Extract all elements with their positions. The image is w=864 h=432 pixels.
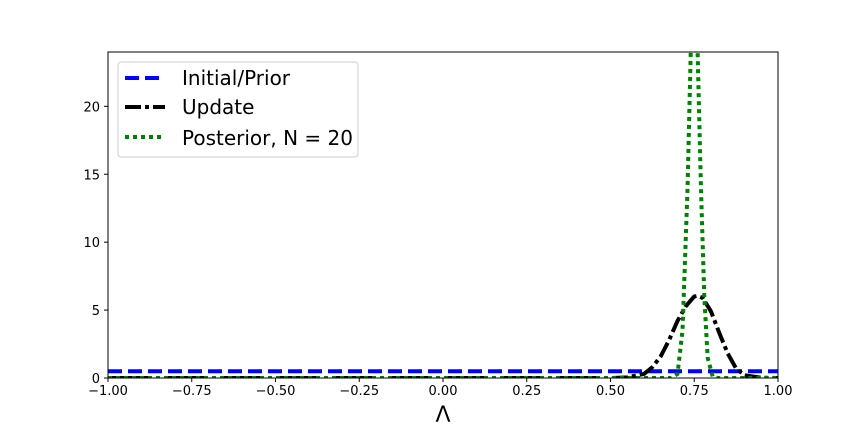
x-tick-label: 0.25 [512,384,541,399]
x-axis: −1.00 −0.75 −0.50 −0.25 0.00 0.25 0.50 0.75 1.00 [88,378,792,399]
x-tick-label: 0.50 [596,384,625,399]
legend-box [117,61,359,158]
y-tick-label: 0 [92,372,100,387]
legend-label-update: Update [182,95,254,119]
x-tick-label: 0.00 [429,384,458,399]
series-layer [108,52,778,378]
y-axis: 0 5 10 15 20 [83,100,108,387]
legend: Initial/Prior Update Posterior, N = 20 [117,61,359,158]
x-tick-label: 1.00 [764,384,793,399]
x-axis-label: Λ [435,403,450,428]
x-tick-label: −0.75 [172,384,212,399]
legend-label-posterior: Posterior, N = 20 [182,126,353,150]
x-tick-label: 0.75 [680,384,709,399]
y-tick-label: 20 [83,100,100,115]
series-line-2 [108,52,778,378]
series-line-1 [108,293,778,378]
y-tick-label: 10 [83,236,100,251]
y-tick-label: 15 [83,168,100,183]
x-tick-label: −1.00 [88,384,128,399]
legend-label-prior: Initial/Prior [182,66,291,90]
y-tick-label: 5 [92,304,100,319]
x-tick-label: −0.25 [339,384,379,399]
x-tick-label: −0.50 [256,384,296,399]
